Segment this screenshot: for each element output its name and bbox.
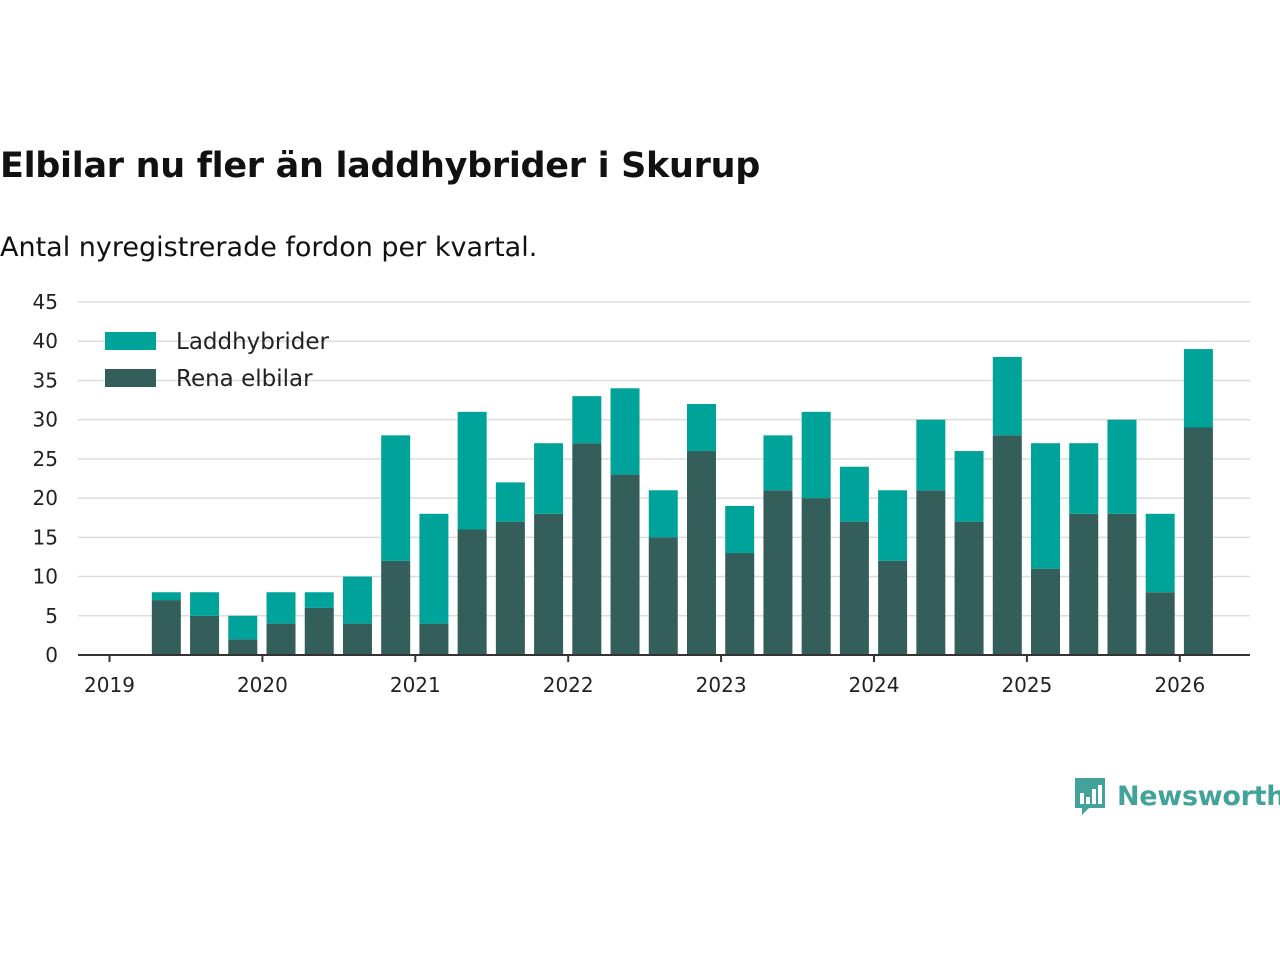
legend-label: Laddhybrider bbox=[176, 329, 329, 355]
bar-laddhybrider bbox=[457, 411, 487, 530]
bar-rena-elbilar bbox=[1183, 427, 1213, 655]
bar-rena-elbilar bbox=[763, 490, 793, 655]
bar-laddhybrider bbox=[801, 411, 831, 499]
bar-laddhybrider bbox=[304, 592, 334, 608]
bar-rena-elbilar bbox=[648, 537, 678, 655]
y-tick-label: 35 bbox=[33, 368, 58, 392]
bar-laddhybrider bbox=[342, 576, 372, 624]
bar-rena-elbilar bbox=[495, 521, 525, 655]
bar-rena-elbilar bbox=[1069, 513, 1099, 655]
bar-laddhybrider bbox=[648, 490, 678, 538]
bar-rena-elbilar bbox=[304, 607, 334, 655]
x-tick-label: 2020 bbox=[237, 673, 288, 697]
chart-subtitle: Antal nyregistrerade fordon per kvartal. bbox=[0, 232, 538, 263]
y-tick-label: 0 bbox=[45, 643, 58, 667]
x-tick-label: 2026 bbox=[1154, 673, 1205, 697]
y-tick-label: 10 bbox=[33, 565, 58, 589]
y-tick-label: 30 bbox=[33, 408, 58, 432]
bar-laddhybrider bbox=[610, 388, 640, 475]
bar-rena-elbilar bbox=[1031, 568, 1061, 655]
bar-rena-elbilar bbox=[954, 521, 984, 655]
bar-laddhybrider bbox=[686, 403, 716, 452]
x-tick-label: 2021 bbox=[390, 673, 441, 697]
bars bbox=[151, 349, 1213, 655]
legend-label: Rena elbilar bbox=[176, 366, 313, 392]
bar-laddhybrider bbox=[916, 419, 946, 491]
bar-laddhybrider bbox=[992, 356, 1022, 436]
bar-laddhybrider bbox=[1145, 513, 1175, 593]
bar-laddhybrider bbox=[725, 505, 755, 554]
bar-rena-elbilar bbox=[228, 639, 258, 655]
gridlines bbox=[78, 301, 1250, 617]
y-tick-label: 40 bbox=[33, 329, 58, 353]
bar-rena-elbilar bbox=[992, 435, 1022, 655]
x-tick-label: 2022 bbox=[543, 673, 594, 697]
bar-laddhybrider bbox=[763, 435, 793, 491]
bar-laddhybrider bbox=[495, 482, 525, 522]
bar-rena-elbilar bbox=[610, 474, 640, 655]
bar-rena-elbilar bbox=[419, 623, 449, 655]
bar-rena-elbilar bbox=[916, 490, 946, 655]
bar-rena-elbilar bbox=[878, 560, 908, 655]
bar-rena-elbilar bbox=[1145, 592, 1175, 655]
newsworthy-logo: Newsworthy bbox=[1073, 776, 1280, 816]
bar-rena-elbilar bbox=[1107, 513, 1137, 655]
bar-laddhybrider bbox=[1183, 349, 1213, 428]
x-tick-label: 2024 bbox=[849, 673, 900, 697]
bar-laddhybrider bbox=[1107, 419, 1137, 514]
legend-swatch bbox=[105, 332, 156, 350]
y-tick-label: 5 bbox=[45, 604, 58, 628]
bar-laddhybrider bbox=[839, 466, 869, 522]
bar-laddhybrider bbox=[1031, 443, 1061, 569]
bar-laddhybrider bbox=[572, 396, 602, 444]
bar-rena-elbilar bbox=[839, 521, 869, 655]
bar-laddhybrider bbox=[151, 592, 181, 601]
bar-laddhybrider bbox=[190, 592, 220, 616]
bar-rena-elbilar bbox=[801, 498, 831, 655]
x-tick-label: 2019 bbox=[84, 673, 135, 697]
bar-laddhybrider bbox=[419, 513, 449, 624]
y-axis: 0 5 10 15 20 25 30 35 40 45 bbox=[33, 290, 58, 667]
bar-laddhybrider bbox=[228, 615, 258, 640]
bar-rena-elbilar bbox=[572, 443, 602, 655]
x-tick-label: 2025 bbox=[1001, 673, 1052, 697]
bar-chart-bubble-icon bbox=[1075, 778, 1105, 815]
y-tick-label: 20 bbox=[33, 486, 58, 510]
bar-rena-elbilar bbox=[266, 623, 296, 655]
bar-rena-elbilar bbox=[457, 529, 487, 655]
bar-rena-elbilar bbox=[190, 615, 220, 655]
legend: Laddhybrider Rena elbilar bbox=[105, 329, 329, 392]
bar-laddhybrider bbox=[1069, 443, 1099, 514]
y-tick-label: 25 bbox=[33, 447, 58, 471]
bar-rena-elbilar bbox=[686, 451, 716, 655]
bar-rena-elbilar bbox=[534, 513, 564, 655]
x-axis: 2019 2020 2021 2022 2023 2024 2025 2026 bbox=[78, 654, 1250, 697]
bar-rena-elbilar bbox=[725, 553, 755, 655]
bar-laddhybrider bbox=[954, 451, 984, 522]
x-tick-label: 2023 bbox=[696, 673, 747, 697]
bar-laddhybrider bbox=[878, 490, 908, 561]
bar-rena-elbilar bbox=[342, 623, 372, 655]
brand-name: Newsworthy bbox=[1117, 780, 1280, 812]
chart-title: Elbilar nu fler än laddhybrider i Skurup bbox=[0, 146, 760, 186]
y-tick-label: 15 bbox=[33, 525, 58, 549]
bar-laddhybrider bbox=[381, 435, 411, 561]
bar-rena-elbilar bbox=[151, 600, 181, 655]
bar-laddhybrider bbox=[266, 592, 296, 624]
y-tick-label: 45 bbox=[33, 290, 58, 314]
bar-rena-elbilar bbox=[381, 560, 411, 655]
legend-swatch bbox=[105, 369, 156, 387]
bar-laddhybrider bbox=[534, 443, 564, 514]
